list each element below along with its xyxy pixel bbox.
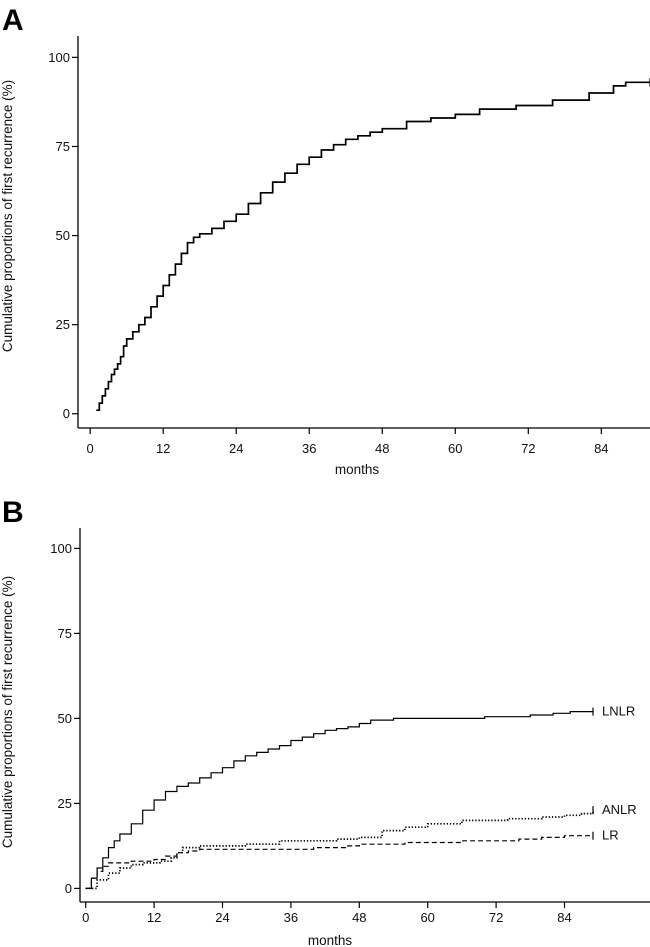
x-tick-label-b: 60 xyxy=(420,910,434,925)
y-axis-title-a: Cumulative proportions of first recurren… xyxy=(0,80,15,352)
y-tick-label-a: 25 xyxy=(56,317,70,332)
curve-series-0 xyxy=(96,81,650,412)
x-tick-label-a: 36 xyxy=(302,441,316,456)
y-tick-label-b: 100 xyxy=(50,541,72,556)
x-tick-label-b: 84 xyxy=(557,910,571,925)
x-axis-title-b: months xyxy=(308,933,353,947)
x-tick-label-a: 60 xyxy=(448,441,462,456)
x-tick-label-b: 12 xyxy=(147,910,161,925)
series-label-lnlr: LNLR xyxy=(602,704,635,719)
curve-lnlr xyxy=(85,711,593,889)
x-tick-label-b: 36 xyxy=(284,910,298,925)
x-tick-label-b: 0 xyxy=(82,910,89,925)
y-tick-label-b: 25 xyxy=(58,796,72,811)
x-tick-label-a: 12 xyxy=(156,441,170,456)
x-tick-label-b: 24 xyxy=(215,910,229,925)
y-axis-title-b: Cumulative proportions of first recurren… xyxy=(0,576,15,848)
y-tick-label-a: 50 xyxy=(56,228,70,243)
y-tick-label-b: 50 xyxy=(58,711,72,726)
panel-a: A Cumulative proportions of first recurr… xyxy=(0,4,650,477)
x-axis-title-a: months xyxy=(335,462,380,477)
series-label-lr: LR xyxy=(602,828,619,843)
y-tick-label-b: 0 xyxy=(65,881,72,896)
y-tick-label-b: 75 xyxy=(58,626,72,641)
x-tick-label-a: 72 xyxy=(521,441,535,456)
y-tick-label-a: 100 xyxy=(48,50,70,65)
x-tick-label-b: 72 xyxy=(489,910,503,925)
panel-label-a: A xyxy=(2,4,24,37)
y-tick-label-a: 75 xyxy=(56,139,70,154)
x-tick-label-a: 24 xyxy=(229,441,243,456)
y-tick-label-a: 0 xyxy=(63,406,70,421)
panel-b: B Cumulative proportions of first recurr… xyxy=(0,496,650,947)
series-label-anlr: ANLR xyxy=(602,802,637,817)
x-tick-label-a: 84 xyxy=(594,441,608,456)
x-tick-label-a: 0 xyxy=(87,441,94,456)
curve-anlr xyxy=(85,810,594,890)
panel-label-b: B xyxy=(2,496,24,529)
curve-lr xyxy=(85,835,593,889)
x-tick-label-b: 48 xyxy=(352,910,366,925)
x-tick-label-a: 48 xyxy=(375,441,389,456)
